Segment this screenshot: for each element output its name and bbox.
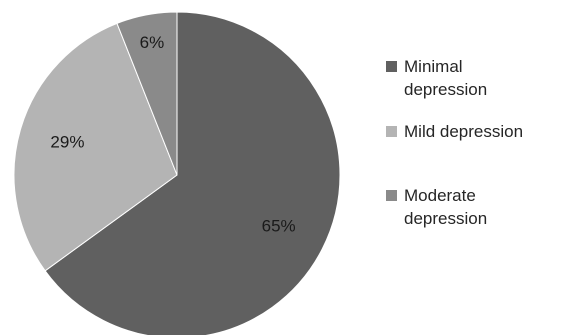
pie-slice-mild-depression <box>13 22 178 272</box>
legend-swatch-mild-depression <box>386 126 397 137</box>
legend-label: depression <box>404 80 487 99</box>
legend-swatch-minimal-depression <box>386 61 397 72</box>
legend-item-mild-depression: Mild depression <box>386 122 523 141</box>
legend-label: Mild depression <box>404 122 523 141</box>
legend-item-moderate-depression: Moderate depression <box>386 186 487 228</box>
legend: Minimal depression Mild depression Moderate… <box>386 57 523 228</box>
slice-labels: 65% 29% 6% <box>50 33 295 235</box>
legend-swatch-moderate-depression <box>386 190 397 201</box>
legend-label: Minimal <box>404 57 463 76</box>
slice-label-minimal-depression: 65% <box>262 216 296 235</box>
legend-item-minimal-depression: Minimal depression <box>386 57 487 99</box>
pie-slice-minimal-depression <box>44 11 341 335</box>
slice-label-moderate-depression: 6% <box>140 33 165 52</box>
slice-label-mild-depression: 29% <box>50 133 84 152</box>
pie-slice-moderate-depression <box>116 11 178 176</box>
legend-label: Moderate <box>404 186 476 205</box>
legend-label: depression <box>404 209 487 228</box>
pie-slices <box>13 11 341 335</box>
